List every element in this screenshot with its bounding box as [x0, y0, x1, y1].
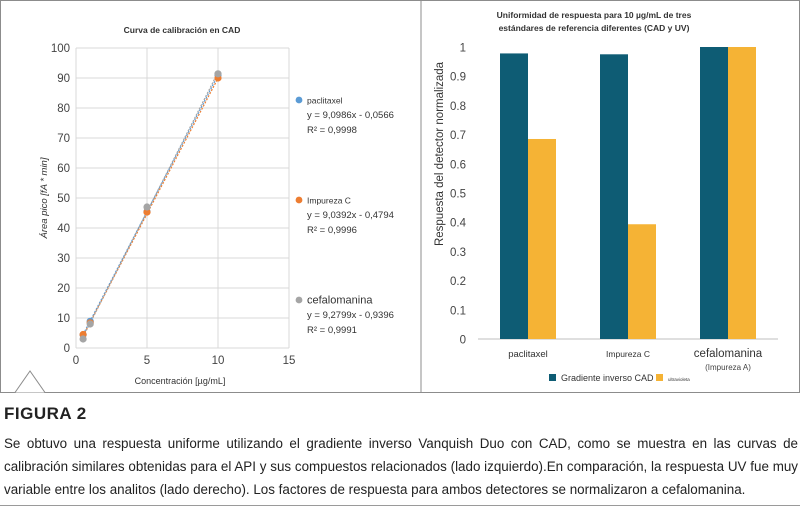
uniformity-chart-title-line-1: Uniformidad de respuesta para 10 µg/mL d…	[497, 10, 692, 20]
uniformity-y-tick-label: 0.1	[450, 305, 466, 317]
calibration-legend-entry: cefalomanina y = 9,2799x - 0,9396 R² = 0,9…	[295, 295, 394, 336]
calibration-y-tick-label: 30	[57, 253, 70, 265]
uniformity-y-tick-label: 0.3	[450, 247, 466, 259]
calibration-legend-entry: paclitaxel y = 9,0986x - 0,0566 R² = 0,999…	[295, 96, 394, 136]
calibration-legend-name: cefalomanina	[307, 295, 373, 307]
uniformity-bar	[728, 47, 756, 339]
uniformity-y-axis-label: Respuesta del detector normalizada	[434, 61, 446, 246]
calibration-trendlines	[82, 72, 219, 338]
figure-svg: Curva de calibración en CAD 010203040506…	[0, 0, 800, 393]
calibration-point	[79, 335, 87, 343]
calibration-y-tick-label: 100	[51, 43, 70, 55]
calibration-points	[79, 70, 222, 343]
calibration-legend-equation: y = 9,0392x - 0,4794	[307, 210, 394, 221]
figure-label: FIGURA 2	[4, 404, 87, 423]
calibration-legend-entry: Impureza C y = 9,0392x - 0,4794 R² = 0,999…	[295, 196, 394, 236]
uniformity-y-tick-label: 0.2	[450, 276, 466, 288]
calibration-legend-marker	[295, 296, 303, 304]
uniformity-y-tick-label: 0.4	[450, 218, 467, 230]
bottom-rule	[0, 505, 800, 506]
calibration-y-tick-label: 80	[57, 103, 70, 115]
uniformity-bar	[528, 138, 556, 339]
uniformity-bar	[628, 224, 656, 339]
uniformity-y-tick-label: 0.6	[450, 159, 466, 171]
uniformity-bars	[500, 47, 756, 340]
calibration-legend: paclitaxel y = 9,0986x - 0,0566 R² = 0,999…	[295, 96, 394, 336]
uniformity-category-label: cefalomanina	[694, 348, 763, 360]
calibration-chart: Curva de calibración en CAD 010203040506…	[39, 25, 394, 386]
uniformity-category-labels: paclitaxel Impureza C cefalomanina (Impurez…	[508, 348, 763, 372]
figure-panel: Curva de calibración en CAD 0 10 20 30 40 50 6…	[0, 0, 800, 393]
calibration-y-tick-label: 0	[64, 343, 70, 355]
caption-tab-separator	[0, 370, 800, 393]
calibration-legend-equation: y = 9,0986x - 0,0566	[307, 110, 394, 121]
uniformity-legend-label: Gradiente inverso CAD	[561, 373, 654, 383]
calibration-y-tick-label: 70	[57, 133, 70, 145]
uniformity-category-label: paclitaxel	[508, 349, 548, 360]
calibration-y-tick-label: 50	[57, 193, 70, 205]
calibration-point	[143, 203, 151, 211]
calibration-point	[214, 70, 222, 78]
uniformity-chart: Uniformidad de respuesta para 10 µg/mL d…	[434, 10, 778, 383]
uniformity-legend-entry: Gradiente inverso CAD	[549, 373, 654, 383]
calibration-y-axis-label: Área pico [fA * min]	[39, 157, 50, 239]
uniformity-legend: Gradiente inverso CAD ultravioleta	[549, 373, 690, 383]
calibration-y-tick-label: 40	[57, 223, 70, 235]
calibration-legend-r2: R² = 0,9991	[307, 325, 357, 336]
uniformity-legend-label: ultravioleta	[668, 377, 690, 382]
calibration-legend-name: paclitaxel	[307, 96, 343, 106]
uniformity-y-tick-label: 0	[460, 335, 466, 347]
calibration-x-ticks: 0 5 10 15	[73, 355, 296, 367]
uniformity-y-tick-label: 1	[460, 43, 466, 55]
uniformity-bar	[500, 53, 528, 339]
calibration-x-tick-label: 15	[283, 355, 296, 367]
uniformity-y-tick-label: 0.5	[450, 189, 466, 201]
calibration-legend-marker	[295, 96, 303, 104]
figure-caption: Se obtuvo una respuesta uniforme utiliza…	[4, 436, 798, 497]
calibration-chart-title: Curva de calibración en CAD	[124, 25, 241, 35]
calibration-x-tick-label: 0	[73, 355, 79, 367]
calibration-legend-name: Impureza C	[307, 196, 351, 206]
calibration-x-tick-label: 5	[144, 355, 150, 367]
calibration-trendline-2	[82, 72, 219, 338]
uniformity-legend-entry: ultravioleta	[656, 374, 690, 382]
calibration-point	[86, 320, 94, 328]
uniformity-bar	[700, 47, 728, 339]
calibration-legend-equation: y = 9,2799x - 0,9396	[307, 310, 394, 321]
uniformity-y-tick-label: 0.9	[450, 72, 466, 84]
calibration-y-tick-label: 10	[57, 313, 70, 325]
calibration-y-tick-label: 90	[57, 73, 70, 85]
uniformity-chart-title-line-2: estándares de referencia diferentes (CAD…	[499, 23, 690, 33]
uniformity-legend-swatch	[656, 374, 663, 381]
calibration-y-tick-label: 20	[57, 283, 70, 295]
calibration-legend-r2: R² = 0,9996	[307, 225, 357, 236]
uniformity-bar	[600, 54, 628, 340]
uniformity-y-tick-label: 0.7	[450, 130, 466, 142]
uniformity-y-tick-label: 0.8	[450, 101, 466, 113]
calibration-x-axis-label: Concentración [µg/mL]	[135, 376, 226, 386]
uniformity-category-label: Impureza C	[606, 349, 650, 359]
calibration-legend-marker	[295, 196, 303, 204]
figure-frame	[0, 0, 800, 393]
calibration-y-tick-label: 60	[57, 163, 70, 175]
calibration-point	[143, 208, 151, 216]
calibration-legend-r2: R² = 0,9998	[307, 125, 357, 136]
calibration-x-tick-label: 10	[212, 355, 225, 367]
uniformity-legend-swatch	[549, 374, 556, 381]
calibration-y-ticks: 0 10 20 30 40 50 60 70 80 90 100	[51, 43, 70, 355]
uniformity-category-sublabel: (Impureza A)	[705, 363, 751, 372]
calibration-gridlines	[75, 47, 290, 349]
